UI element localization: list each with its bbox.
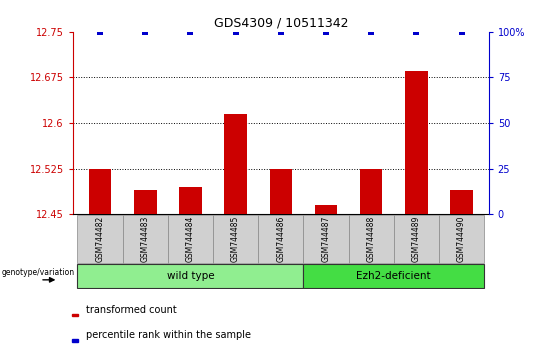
Bar: [224, 114, 247, 214]
Text: GSM744484: GSM744484: [186, 216, 195, 262]
FancyBboxPatch shape: [123, 215, 168, 263]
Bar: [269, 169, 292, 214]
Text: GSM744489: GSM744489: [412, 216, 421, 262]
Bar: [134, 190, 157, 214]
Bar: [360, 169, 382, 214]
Bar: [72, 339, 78, 342]
Bar: [315, 205, 338, 214]
FancyBboxPatch shape: [303, 264, 484, 288]
Text: Ezh2-deficient: Ezh2-deficient: [356, 271, 431, 281]
Point: [322, 29, 330, 35]
Point: [186, 29, 195, 35]
Point: [141, 29, 150, 35]
Point: [276, 29, 285, 35]
Text: GSM744486: GSM744486: [276, 216, 285, 262]
FancyBboxPatch shape: [258, 215, 303, 263]
Text: transformed count: transformed count: [86, 305, 177, 315]
Point: [412, 29, 421, 35]
FancyBboxPatch shape: [394, 215, 439, 263]
Text: GSM744490: GSM744490: [457, 216, 466, 262]
FancyBboxPatch shape: [168, 215, 213, 263]
Text: GSM744487: GSM744487: [321, 216, 330, 262]
Point: [231, 29, 240, 35]
Point: [96, 29, 104, 35]
FancyBboxPatch shape: [213, 215, 258, 263]
Text: GSM744483: GSM744483: [141, 216, 150, 262]
FancyBboxPatch shape: [77, 264, 303, 288]
Text: GSM744488: GSM744488: [367, 216, 376, 262]
Bar: [405, 72, 428, 214]
Text: GSM744482: GSM744482: [96, 216, 105, 262]
Bar: [89, 169, 111, 214]
FancyBboxPatch shape: [439, 215, 484, 263]
Title: GDS4309 / 10511342: GDS4309 / 10511342: [213, 16, 348, 29]
FancyBboxPatch shape: [303, 215, 349, 263]
Bar: [179, 187, 202, 214]
Text: genotype/variation: genotype/variation: [2, 268, 75, 277]
Point: [367, 29, 375, 35]
Text: GSM744485: GSM744485: [231, 216, 240, 262]
Bar: [72, 314, 78, 316]
FancyBboxPatch shape: [349, 215, 394, 263]
Text: percentile rank within the sample: percentile rank within the sample: [86, 330, 251, 340]
FancyBboxPatch shape: [77, 215, 123, 263]
Point: [457, 29, 466, 35]
Bar: [450, 190, 473, 214]
Text: wild type: wild type: [167, 271, 214, 281]
